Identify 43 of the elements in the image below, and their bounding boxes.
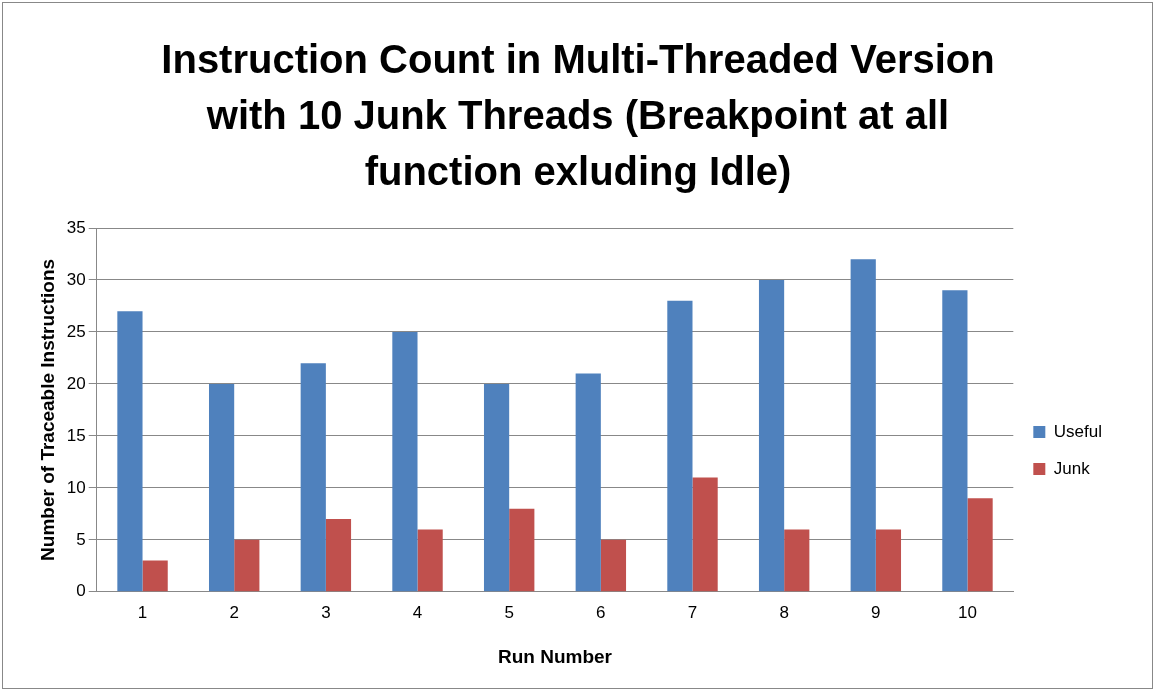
bar (142, 560, 168, 592)
y-tick-label: 0 (76, 581, 86, 601)
x-tick-label: 4 (412, 602, 423, 622)
y-tick-label: 20 (66, 373, 86, 393)
bar (117, 311, 143, 592)
bar (692, 477, 718, 592)
x-tick-label: 5 (504, 602, 514, 622)
bar (667, 300, 693, 592)
x-tick-label: 3 (321, 602, 331, 622)
y-tick-label: 5 (76, 529, 86, 549)
legend-label: Useful (1053, 421, 1102, 441)
bar (875, 529, 902, 592)
x-tick-label: 10 (958, 602, 977, 622)
bar (234, 539, 260, 592)
y-axis-title: Number of Traceable Instructions (36, 258, 58, 561)
bar (325, 519, 352, 592)
x-tick-label: 2 (229, 602, 239, 622)
bar (392, 331, 418, 592)
bar (942, 290, 968, 592)
legend-label: Junk (1053, 458, 1091, 478)
y-tick-label: 10 (66, 477, 86, 497)
bar (758, 279, 785, 592)
x-tick-label: 9 (871, 602, 881, 622)
chart-title: Instruction Count in Multi-Threaded Version with 10 Junk Threads (Breakpoint at all function exluding Idle) (160, 36, 996, 195)
bar (850, 259, 876, 592)
x-tick-label: 7 (687, 602, 698, 622)
x-axis-title: Run Number (498, 645, 613, 667)
y-tick-label: 25 (66, 321, 86, 341)
bar (208, 383, 235, 592)
bar (575, 373, 601, 592)
y-tick-label: 30 (66, 269, 86, 289)
bar (600, 539, 627, 592)
bar (417, 529, 443, 592)
x-tick-label: 8 (779, 602, 789, 622)
x-tick-label: 1 (137, 602, 148, 622)
bar (300, 363, 326, 592)
bar (483, 383, 510, 592)
bar (509, 508, 535, 592)
bar (967, 498, 993, 592)
y-tick-label: 35 (66, 217, 86, 237)
x-tick-label: 6 (596, 602, 606, 622)
bar (784, 529, 810, 592)
y-tick-label: 15 (66, 425, 86, 445)
